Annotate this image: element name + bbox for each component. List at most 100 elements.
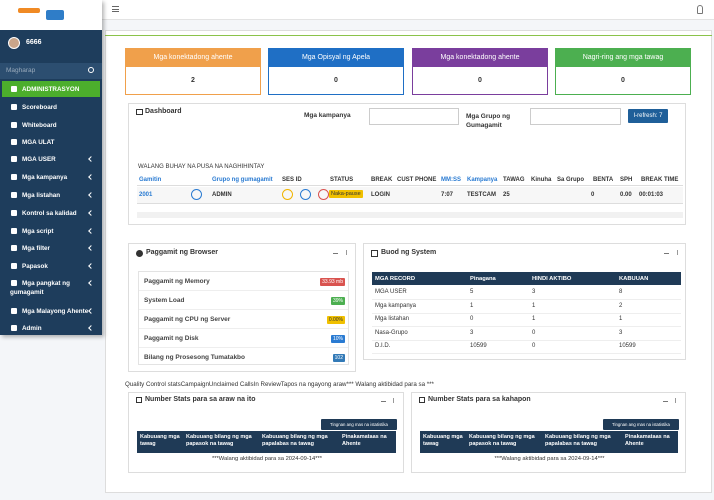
- refresh-button[interactable]: I-refresh: 7: [628, 109, 668, 123]
- menu-item[interactable]: Mga script: [22, 228, 54, 235]
- panel-title: Number Stats para sa araw na ito: [145, 396, 256, 403]
- action-icon[interactable]: [282, 189, 293, 200]
- stat-card: Mga Opisyal ng Apela 0: [268, 48, 404, 95]
- search-box[interactable]: Magharap: [0, 63, 102, 79]
- table-cell: ADMIN: [212, 192, 232, 198]
- column-header: BENTA: [593, 177, 614, 183]
- panel-title: Buod ng System: [381, 249, 437, 256]
- menu-item[interactable]: Mga kampanya: [22, 174, 68, 181]
- stat-label: System Load: [144, 297, 185, 304]
- table-cell: 0: [532, 329, 536, 336]
- menu-icon: [11, 280, 17, 286]
- more-stats-button[interactable]: Tingnan ang mas na istatistika: [603, 419, 679, 430]
- stats-panel: Number Stats para sa kahapon Tingnan ang …: [411, 392, 686, 473]
- panel-controls[interactable]: [664, 253, 669, 254]
- row-divider: [372, 339, 681, 341]
- column-header: Kabuuang bilang ng mga papasok na tawag: [186, 434, 252, 447]
- action-icon[interactable]: [191, 189, 202, 200]
- menu-item[interactable]: ADMINISTRASYON: [22, 86, 80, 93]
- panel-controls[interactable]: [663, 401, 668, 402]
- column-header: KABUUAN: [619, 276, 649, 282]
- stat-badge: 33.93 mb: [320, 278, 345, 286]
- more-stats-button[interactable]: Tingnan ang mas na istatistika: [321, 419, 397, 430]
- stat-badge: 0.00%: [326, 316, 345, 324]
- table-cell: 2001: [139, 192, 153, 198]
- menu-item[interactable]: Admin: [22, 325, 42, 332]
- table-cell: 8: [619, 289, 623, 295]
- menu-icon: [11, 325, 17, 331]
- table-cell: 1: [470, 302, 474, 309]
- stat-card: Mga konektadong ahente 0: [412, 48, 548, 95]
- column-header: Gamitin: [139, 177, 162, 183]
- row-divider: [372, 326, 681, 327]
- action-icon[interactable]: [318, 189, 329, 200]
- logo: [46, 10, 64, 20]
- column-header: MGA RECORD: [375, 276, 416, 282]
- top-bar: [0, 0, 714, 20]
- table-cell: 0: [532, 343, 536, 349]
- menu-item[interactable]: Mga pangkat ng gumagamit: [10, 280, 70, 296]
- table-cell: 1: [619, 316, 623, 322]
- column-header: Kinuha: [531, 177, 552, 183]
- panel-controls[interactable]: [677, 250, 682, 255]
- menu-icon: [11, 156, 17, 162]
- menu-item[interactable]: Scoreboard: [22, 104, 57, 111]
- menu-item[interactable]: Kontrol sa kalidad: [22, 210, 77, 217]
- panel-controls[interactable]: [346, 250, 351, 255]
- column-header: Kampanya: [467, 177, 498, 183]
- table-cell: LOGIN: [371, 192, 390, 198]
- panel-title: Number Stats para sa kahapon: [428, 396, 531, 403]
- menu-icon: [11, 139, 17, 145]
- menu-item[interactable]: MGA ULAT: [22, 139, 55, 146]
- card-title: Mga konektadong ahente: [413, 49, 547, 67]
- menu-item[interactable]: Papasok: [22, 263, 48, 270]
- browser-panel: Paggamit ng Browser Paggamit ng Memory 33.…: [128, 243, 356, 372]
- stat-card: Mga konektadong ahente 2: [125, 48, 261, 95]
- card-value: 0: [621, 77, 625, 84]
- panel-title: Dashboard: [145, 108, 182, 115]
- action-icon[interactable]: [300, 189, 311, 200]
- table-cell: 2: [619, 302, 623, 309]
- table-cell: 25: [503, 192, 510, 198]
- menu-item[interactable]: MGA USER: [22, 156, 56, 163]
- column-header: Pinakamataas na Ahente: [342, 434, 387, 447]
- table-cell: 0.00: [620, 192, 632, 198]
- card-value: 2: [191, 77, 195, 84]
- menu-icon: [11, 210, 17, 216]
- table-cell: 3: [619, 329, 623, 336]
- avatar: [8, 37, 20, 49]
- row-divider: [139, 290, 348, 291]
- label: Mga kampanya: [304, 112, 351, 119]
- panel-controls[interactable]: [393, 398, 398, 403]
- row-divider: [139, 309, 348, 310]
- queue-message: WALANG BUHAY NA PUSA NA NAGHIHINTAY: [138, 164, 265, 170]
- panel-controls[interactable]: [333, 253, 338, 254]
- menu-item[interactable]: Mga listahan: [22, 192, 61, 199]
- panel-controls[interactable]: [675, 398, 680, 403]
- logo: [18, 8, 40, 13]
- column-header: HINDI AKTIBO: [532, 276, 572, 282]
- table-cell: 3: [470, 329, 474, 336]
- row-divider: [139, 328, 348, 329]
- column-header: Kabuuang bilang ng mga papalabas na tawa…: [262, 434, 328, 447]
- column-header: Kabuuang mga tawag: [423, 434, 463, 447]
- stats-panel: Number Stats para sa araw na ito Tingnan …: [128, 392, 404, 473]
- menu-item[interactable]: Mga filter: [22, 245, 50, 252]
- stat-label: Paggamit ng Disk: [144, 335, 199, 342]
- menu-toggle[interactable]: [112, 6, 119, 12]
- user-name: 6666: [26, 39, 42, 46]
- table-cell: Mga listahan: [375, 316, 410, 322]
- user-icon[interactable]: [697, 5, 703, 14]
- table-row: [137, 187, 683, 204]
- select[interactable]: [369, 108, 459, 125]
- menu-icon: [11, 308, 17, 314]
- panel-controls[interactable]: [381, 401, 386, 402]
- card-title: Mga konektadong ahente: [126, 49, 260, 67]
- panel-icon: [419, 397, 425, 403]
- menu-item[interactable]: Whiteboard: [22, 122, 57, 129]
- select[interactable]: [530, 108, 621, 125]
- system-panel: Buod ng System MGA RECORD Pinagana HINDI AK…: [363, 243, 686, 360]
- menu-item[interactable]: Mga Malayong Ahente: [22, 308, 89, 315]
- panel-icon: [136, 109, 143, 115]
- column-header: MM:SS: [441, 177, 461, 183]
